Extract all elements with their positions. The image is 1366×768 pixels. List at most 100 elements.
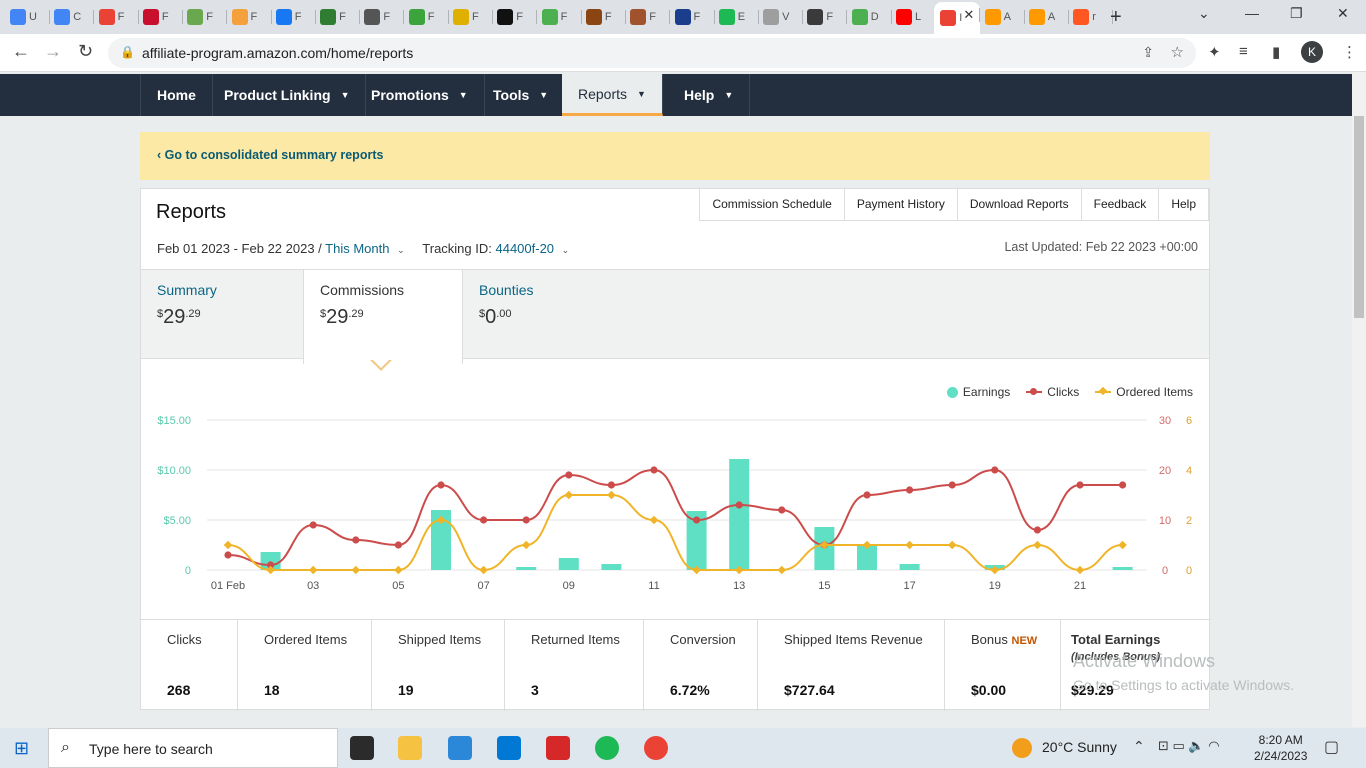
minimize-icon[interactable]: — [1245,5,1259,21]
earnings-bar[interactable] [558,558,579,570]
ordered-items-point[interactable] [351,565,361,575]
clicks-point[interactable] [224,551,232,559]
ordered-items-point[interactable] [394,565,403,575]
clicks-point[interactable] [522,516,530,524]
close-window-icon[interactable]: ✕ [1337,5,1349,21]
clicks-point[interactable] [948,481,956,489]
ordered-items-point[interactable] [905,540,914,550]
earnings-bar[interactable] [899,564,920,570]
earnings-bar[interactable] [686,511,707,570]
legend-clicks[interactable]: Clicks [1026,385,1079,399]
windows-start-icon[interactable]: ⊞ [14,738,30,758]
clicks-point[interactable] [480,516,488,524]
ordered-items-point[interactable] [564,490,574,500]
earnings-bar[interactable] [601,564,622,570]
clicks-point[interactable] [693,516,701,524]
side-panel-icon[interactable]: ▮ [1272,44,1281,61]
ordered-items-point[interactable] [649,515,659,525]
browser-tab[interactable]: F [314,4,361,30]
taskbar-clock[interactable]: 8:20 AM 2/24/2023 [1254,732,1307,764]
clicks-point[interactable] [1119,481,1127,489]
address-bar[interactable]: 🔒 affiliate-program.amazon.com/home/repo… [108,38,1196,68]
scrollbar-thumb[interactable] [1354,116,1364,318]
ordered-items-point[interactable] [947,540,957,550]
report-link-help[interactable]: Help [1159,189,1209,221]
taskbar-search[interactable]: ⌕ Type here to search [48,728,338,768]
period-dropdown[interactable]: This Month [325,241,390,256]
nav-reports[interactable]: Reports ▼ [562,74,663,116]
nav-help[interactable]: Help ▼ [668,74,751,116]
browser-tab[interactable]: F [181,4,228,30]
tracking-id-dropdown[interactable]: 44400f-20 [495,241,555,256]
nav-home[interactable]: Home [140,74,213,116]
summary-tab-summary[interactable]: Summary $29.29 [141,270,291,360]
clicks-point[interactable] [607,481,615,489]
report-link-payment-history[interactable]: Payment History [844,189,958,221]
browser-tab[interactable]: I ✕ [934,2,981,34]
clicks-point[interactable] [1076,481,1084,489]
ordered-items-point[interactable] [1118,540,1127,550]
task-view-icon[interactable] [350,736,374,760]
browser-tab[interactable]: F [226,4,272,30]
legend-ordered[interactable]: Ordered Items [1095,385,1193,399]
consolidated-summary-link[interactable]: ‹ Go to consolidated summary reports [157,148,384,162]
browser-tab[interactable]: U [4,4,50,30]
browser-tab[interactable]: C [48,4,95,30]
ordered-items-point[interactable] [1075,565,1085,575]
report-link-feedback[interactable]: Feedback [1081,189,1160,221]
ordered-items-point[interactable] [607,490,616,500]
ordered-items-point[interactable] [479,565,488,575]
menu-icon[interactable]: ⋮ [1342,44,1357,61]
clicks-point[interactable] [565,471,573,479]
nav-promotions[interactable]: Promotions ▼ [355,74,485,116]
clicks-point[interactable] [906,486,914,494]
back-icon[interactable]: ← [12,41,30,61]
browser-tab[interactable]: A [1023,4,1069,30]
ordered-items-point[interactable] [521,540,531,550]
close-tab-icon[interactable]: ✕ [963,7,975,22]
tab-search-icon[interactable]: ⌄ [1198,5,1210,21]
ordered-items-point[interactable] [777,565,787,575]
clicks-point[interactable] [267,561,275,569]
earnings-bar[interactable] [516,567,537,570]
clicks-point[interactable] [735,501,743,509]
clicks-point[interactable] [352,536,360,544]
browser-tab[interactable]: E [713,4,759,30]
nav-tools[interactable]: Tools ▼ [477,74,566,116]
ordered-items-point[interactable] [436,515,446,525]
weather-text[interactable]: 20°C Sunny [1042,739,1117,755]
earnings-bar[interactable] [729,459,750,570]
browser-tab[interactable]: F [669,4,715,30]
browser-tab[interactable]: F [491,4,538,30]
profile-avatar[interactable]: K [1301,41,1323,63]
browser-tab[interactable]: F [137,4,183,30]
ordered-items-point[interactable] [308,565,318,575]
chevron-down-icon[interactable]: ⌄ [561,245,570,255]
earnings-bar[interactable] [431,510,451,570]
tray-icons[interactable]: ⊡ ▭ 🔈 ◠ [1158,738,1220,753]
browser-tab[interactable]: F [801,4,848,30]
spotify-icon[interactable] [595,736,619,760]
share-icon[interactable]: ⇪ [1142,44,1154,60]
browser-tab[interactable]: F [358,4,405,30]
file-explorer-icon[interactable] [398,736,422,760]
scrollbar[interactable] [1352,72,1366,727]
wps-icon[interactable] [546,736,570,760]
clicks-point[interactable] [1033,526,1041,534]
browser-tab[interactable]: F [403,4,449,30]
tray-chevron-icon[interactable]: ⌃ [1133,738,1145,754]
browser-tab[interactable]: F [624,4,671,30]
browser-tab[interactable]: F [93,4,139,30]
forward-icon[interactable]: → [44,41,62,61]
clicks-point[interactable] [650,466,658,474]
browser-tab[interactable]: D [846,4,892,30]
reload-icon[interactable]: ↻ [78,41,94,61]
browser-tab[interactable]: r [1067,4,1114,30]
earnings-bar[interactable] [857,545,877,570]
browser-tab[interactable]: F [270,4,316,30]
chevron-down-icon[interactable]: ⌄ [397,245,405,255]
ordered-items-point[interactable] [1033,540,1042,550]
browser-tab[interactable]: F [536,4,582,30]
media-icon[interactable]: ≡ [1239,43,1248,60]
report-link-download-reports[interactable]: Download Reports [957,189,1082,221]
